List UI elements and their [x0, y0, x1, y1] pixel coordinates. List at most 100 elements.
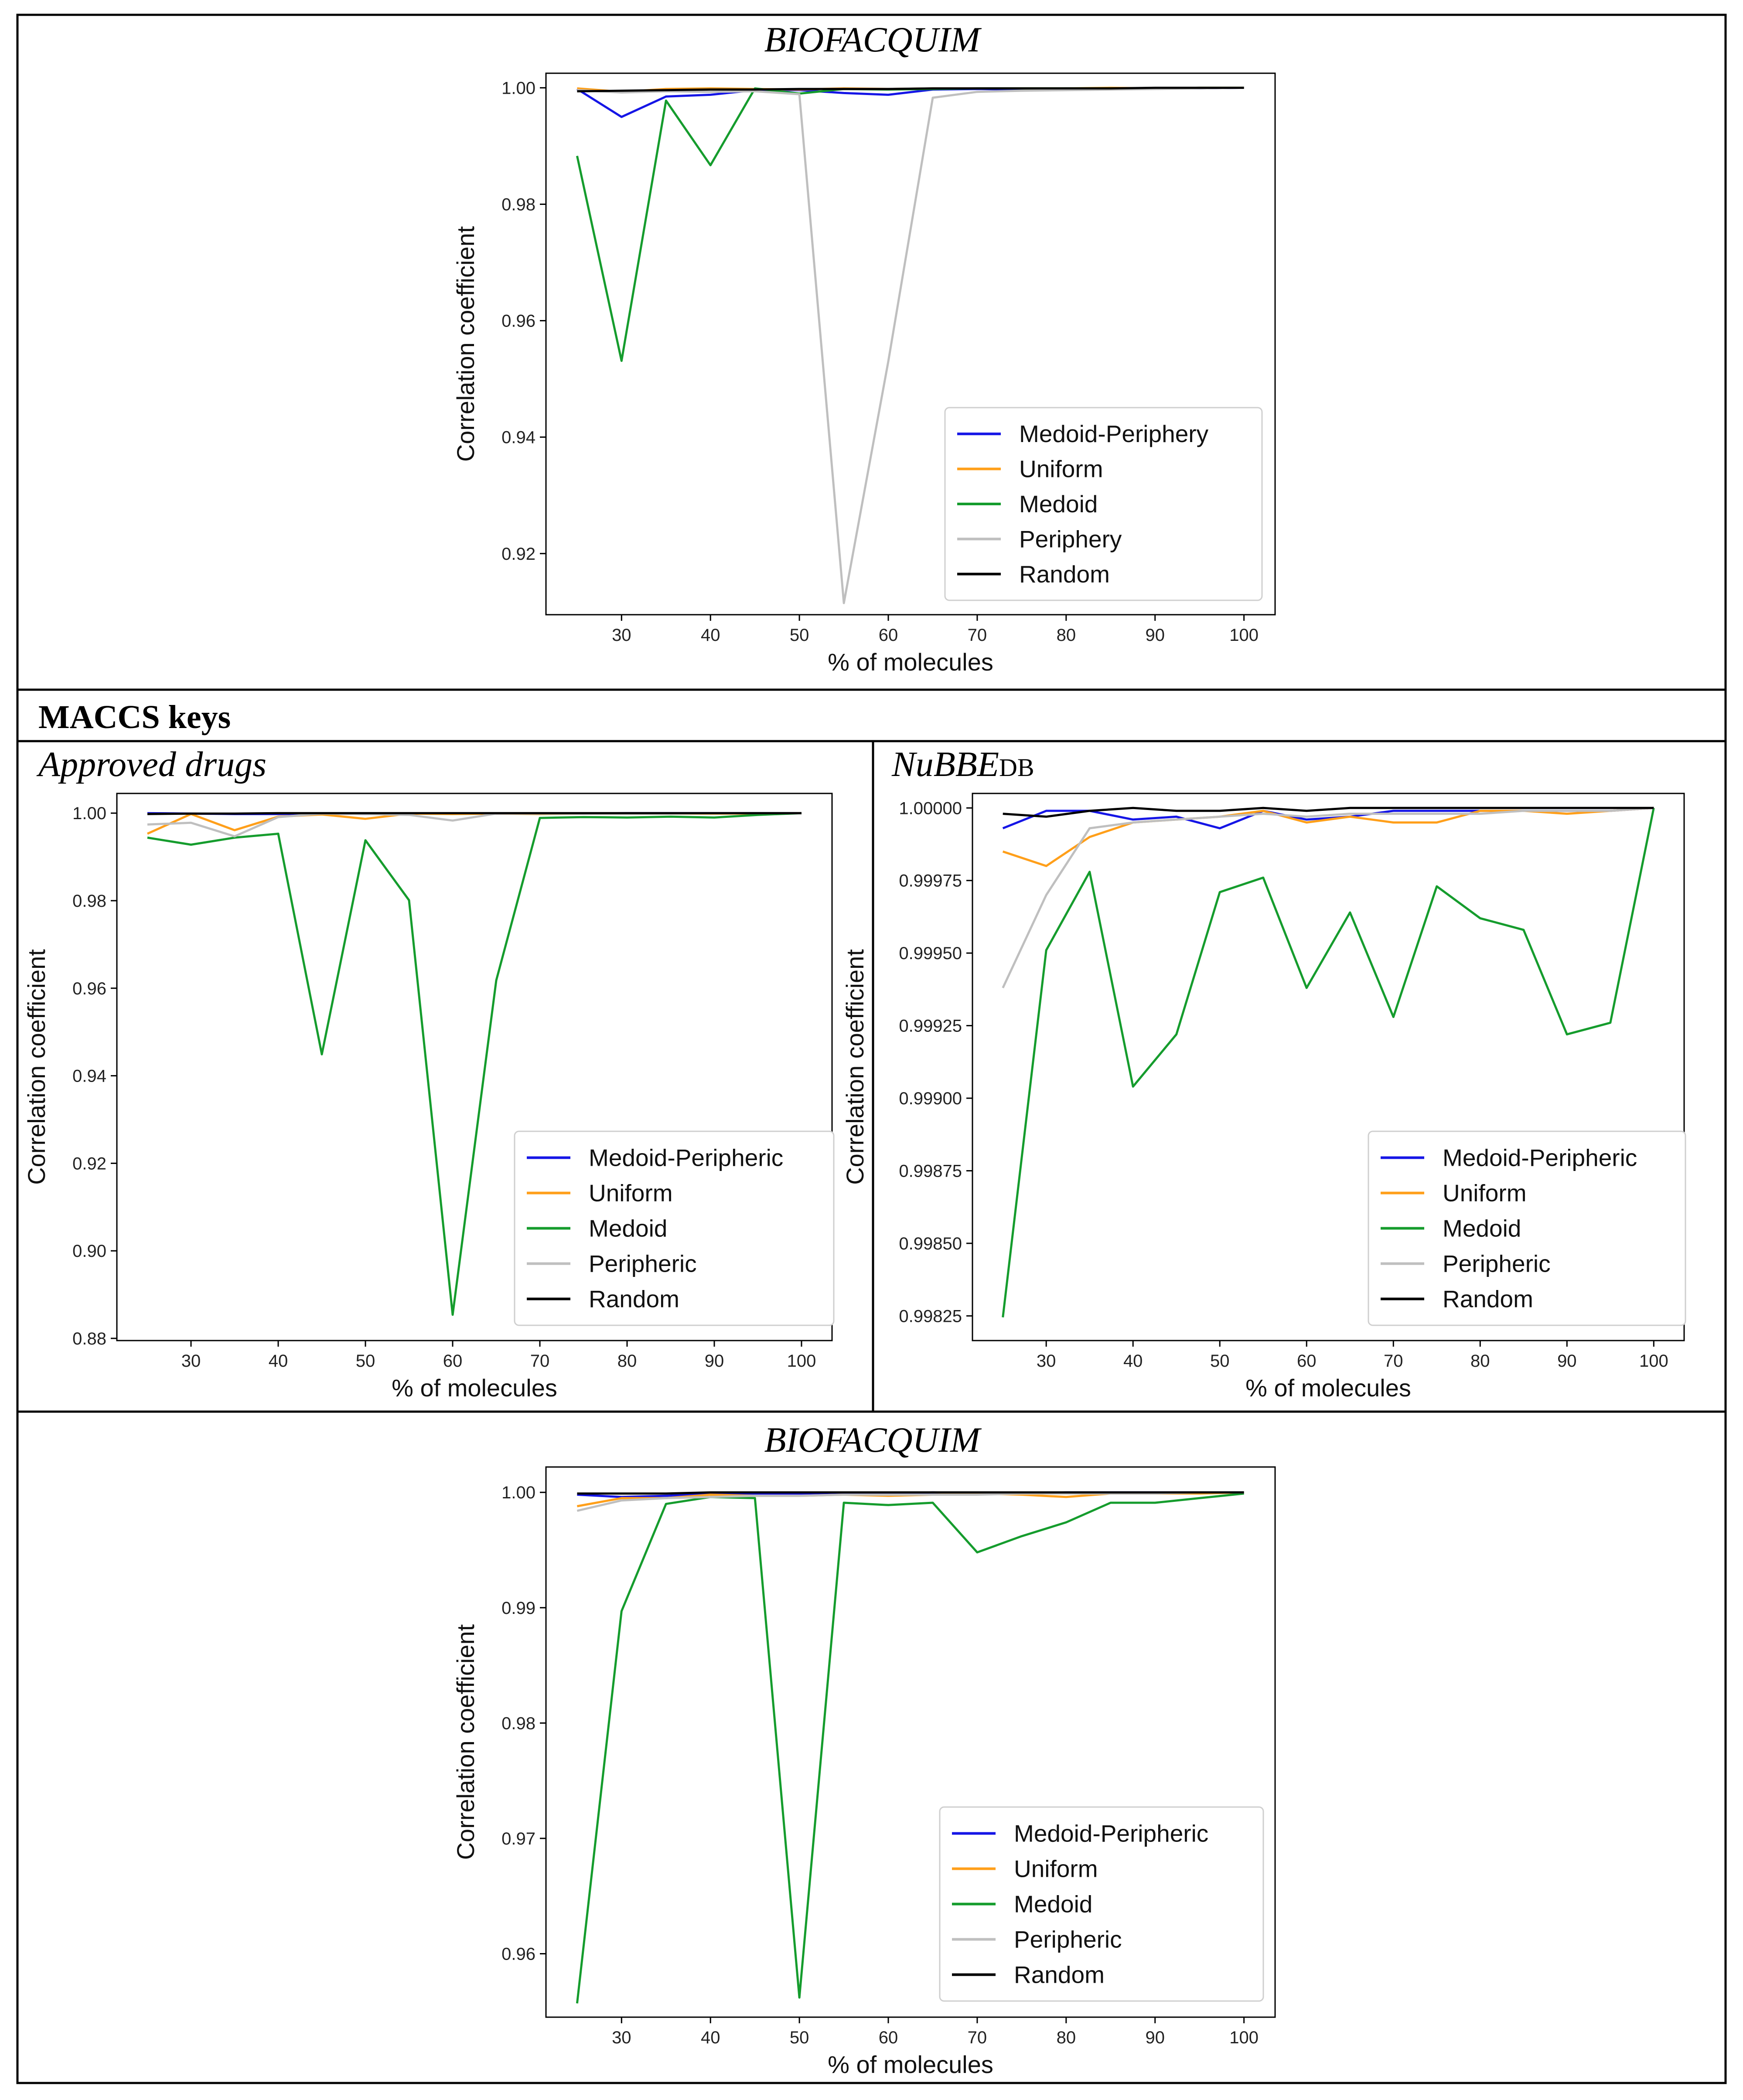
- y-tick-label: 0.99850: [899, 1234, 962, 1253]
- chart-nubbe-db: 30 40 50 60 70 80 90 100 0.99825 0.99850 0.99875 0.…: [841, 793, 1686, 1402]
- x-tick-label: 70: [530, 1351, 550, 1371]
- series-line-peripheric: [576, 1491, 1244, 1512]
- x-tick-label: 70: [968, 2028, 987, 2047]
- legend: Medoid-Peripheric Uniform Medoid Peripheric…: [1368, 1130, 1686, 1326]
- legend-label-random: Random: [1019, 561, 1110, 588]
- x-tick-label: 40: [701, 626, 720, 645]
- y-tick-label: 0.99875: [899, 1162, 962, 1181]
- legend-label-peripheric: Peripheric: [1443, 1250, 1551, 1277]
- x-tick-label: 90: [1145, 2028, 1165, 2047]
- approved-panel-title: Approved drugs: [36, 744, 266, 784]
- legend-label-medoid: Medoid: [1014, 1891, 1092, 1918]
- x-tick-label: 90: [705, 1351, 724, 1371]
- y-tick-label: 0.94: [72, 1067, 106, 1086]
- y-tick-label: 0.96: [501, 1944, 536, 1964]
- legend: Medoid-Peripheric Uniform Medoid Peripheric…: [939, 1806, 1264, 2002]
- y-tick-label: 0.92: [72, 1154, 106, 1173]
- x-tick-label: 80: [1057, 626, 1076, 645]
- series-line-medoid: [576, 1492, 1244, 2004]
- chart-approved-drugs: 30 40 50 60 70 80 90 100 0.88 0.90 0.92 0.94 0.96 0.9…: [23, 793, 835, 1402]
- legend-label-medoid: Medoid: [1443, 1215, 1521, 1242]
- series-line-peripheric: [1002, 807, 1654, 989]
- y-tick-label: 0.96: [72, 979, 106, 998]
- chart-biofacquim-top: 30 40 50 60 70 80 90 100 0.92 0.94 0.96 0.98 1.00 % o…: [452, 72, 1276, 676]
- x-tick-label: 30: [1037, 1351, 1056, 1371]
- x-tick-label: 100: [1229, 2028, 1259, 2047]
- x-tick-label: 100: [1639, 1351, 1668, 1371]
- y-tick-label: 1.00: [501, 1483, 536, 1502]
- series-line-random: [1003, 807, 1654, 818]
- y-tick-label: 1.00: [501, 78, 536, 98]
- x-tick-label: 50: [790, 2028, 809, 2047]
- x-tick-label: 70: [1384, 1351, 1403, 1371]
- plot-frame: [545, 1466, 1276, 2018]
- legend: Medoid-Periphery Uniform Medoid Periphery Ra…: [944, 407, 1263, 601]
- legend-box: [944, 407, 1263, 601]
- y-axis-label: Correlation coefficient: [452, 226, 479, 462]
- x-axis-label: % of molecules: [828, 648, 993, 676]
- x-tick-label: 80: [1470, 1351, 1490, 1371]
- legend-label-uniform: Uniform: [1014, 1855, 1098, 1882]
- x-tick-label: 40: [269, 1351, 288, 1371]
- y-axis-label: Correlation coefficient: [452, 1624, 479, 1860]
- legend-label-peripheric: Peripheric: [589, 1250, 697, 1277]
- series-line-random: [577, 1491, 1244, 1495]
- series-line-uniform: [1002, 807, 1654, 867]
- legend-label-medoid: Medoid: [1019, 490, 1098, 517]
- x-axis-label: % of molecules: [1245, 1374, 1411, 1402]
- x-tick-label: 70: [968, 626, 987, 645]
- legend-box: [1368, 1130, 1686, 1326]
- y-tick-label: 0.92: [501, 545, 536, 564]
- nubbe-title-main: NuBBE: [891, 744, 999, 784]
- legend-label-medoid-peripheric: Medoid-Peripheric: [1443, 1144, 1637, 1171]
- y-tick-label: 0.99975: [899, 871, 962, 891]
- nubbe-panel-title: NuBBEDB: [891, 744, 1034, 784]
- y-tick-label: 0.96: [501, 312, 536, 331]
- series-line-random: [577, 86, 1244, 92]
- y-tick-label: 1.00000: [899, 799, 962, 818]
- legend-box: [939, 1806, 1264, 2002]
- legend-label-random: Random: [1014, 1961, 1105, 1988]
- x-tick-label: 60: [879, 626, 898, 645]
- y-tick-label: 0.94: [501, 428, 536, 447]
- y-axis-label: Correlation coefficient: [841, 949, 869, 1185]
- y-tick-label: 0.99950: [899, 944, 962, 963]
- legend-label-medoid: Medoid: [589, 1215, 667, 1242]
- y-tick-label: 0.99925: [899, 1017, 962, 1036]
- legend-label-medoid-periphery: Medoid-Periphery: [1019, 420, 1209, 447]
- x-tick-label: 30: [612, 2028, 631, 2047]
- y-tick-label: 0.99: [501, 1599, 536, 1618]
- y-tick-label: 0.98: [501, 1714, 536, 1733]
- x-axis-label: % of molecules: [392, 1374, 557, 1402]
- plot-frame: [545, 72, 1276, 616]
- figure-frame: [16, 14, 1727, 2084]
- series-lines: [576, 86, 1244, 604]
- series-lines: [147, 812, 802, 1316]
- frame-border: [16, 14, 1727, 2084]
- bottom-panel-title: BIOFACQUIM: [764, 1420, 982, 1460]
- x-axis-label: % of molecules: [828, 2051, 993, 2078]
- x-tick-label: 50: [1210, 1351, 1230, 1371]
- x-tick-label: 80: [617, 1351, 637, 1371]
- x-tick-label: 50: [356, 1351, 375, 1371]
- y-tick-label: 1.00: [72, 804, 106, 823]
- x-tick-label: 60: [443, 1351, 463, 1371]
- x-tick-label: 100: [1229, 626, 1259, 645]
- legend-label-uniform: Uniform: [1443, 1180, 1527, 1207]
- x-tick-label: 60: [879, 2028, 898, 2047]
- legend-label-medoid-peripheric: Medoid-Peripheric: [1014, 1820, 1208, 1847]
- legend-label-medoid-peripheric: Medoid-Peripheric: [589, 1144, 783, 1171]
- legend-label-uniform: Uniform: [1019, 456, 1103, 483]
- series-lines: [576, 1491, 1244, 2004]
- y-tick-label: 0.98: [501, 195, 536, 214]
- series-line-periphery: [577, 86, 1244, 604]
- x-tick-label: 50: [790, 626, 809, 645]
- x-tick-label: 60: [1297, 1351, 1317, 1371]
- legend-label-periphery: Periphery: [1019, 525, 1122, 552]
- top-panel-title: BIOFACQUIM: [764, 20, 982, 59]
- x-tick-label: 30: [612, 626, 631, 645]
- y-tick-label: 0.97: [501, 1829, 536, 1848]
- legend: Medoid-Peripheric Uniform Medoid Peripheric…: [514, 1130, 835, 1326]
- section-label: MACCS keys: [38, 699, 231, 735]
